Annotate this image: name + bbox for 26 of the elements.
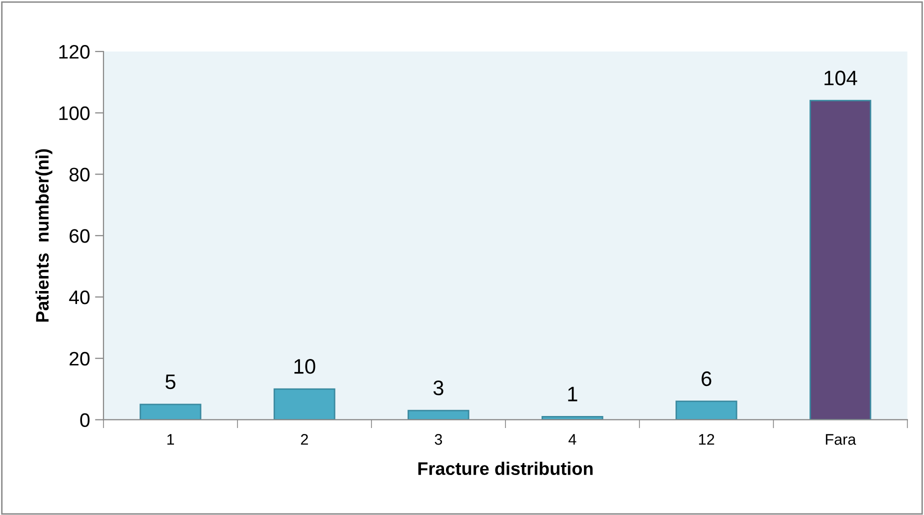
y-tick-label: 120 [59, 44, 90, 59]
x-tick-label: 12 [699, 434, 714, 445]
y-tick-label: 40 [69, 290, 90, 304]
y-tick-label: 0 [80, 413, 90, 427]
x-tick-label: 2 [300, 434, 308, 445]
bar [140, 404, 202, 420]
data-label: 3 [433, 380, 444, 396]
y-tick-label: 100 [59, 106, 90, 120]
y-tick-label: 20 [70, 352, 90, 366]
x-tick-label: 1 [167, 434, 174, 445]
x-tick-label: Fara [826, 434, 856, 445]
bar [810, 100, 872, 420]
x-axis-title: Fracture distribution [418, 462, 593, 476]
y-tick-label: 60 [70, 229, 90, 243]
data-label: 5 [166, 374, 176, 390]
y-tick-label: 80 [70, 168, 90, 182]
data-label: 104 [824, 70, 858, 86]
x-tick-label: 3 [434, 434, 442, 445]
data-label: 1 [568, 386, 578, 402]
bar [274, 388, 336, 420]
data-label: 6 [702, 371, 712, 386]
data-label: 10 [294, 359, 316, 374]
y-axis-title: Patients number(ni) [35, 149, 52, 322]
bar [408, 410, 470, 420]
x-tick-label: 4 [568, 434, 576, 445]
bar [676, 400, 738, 420]
